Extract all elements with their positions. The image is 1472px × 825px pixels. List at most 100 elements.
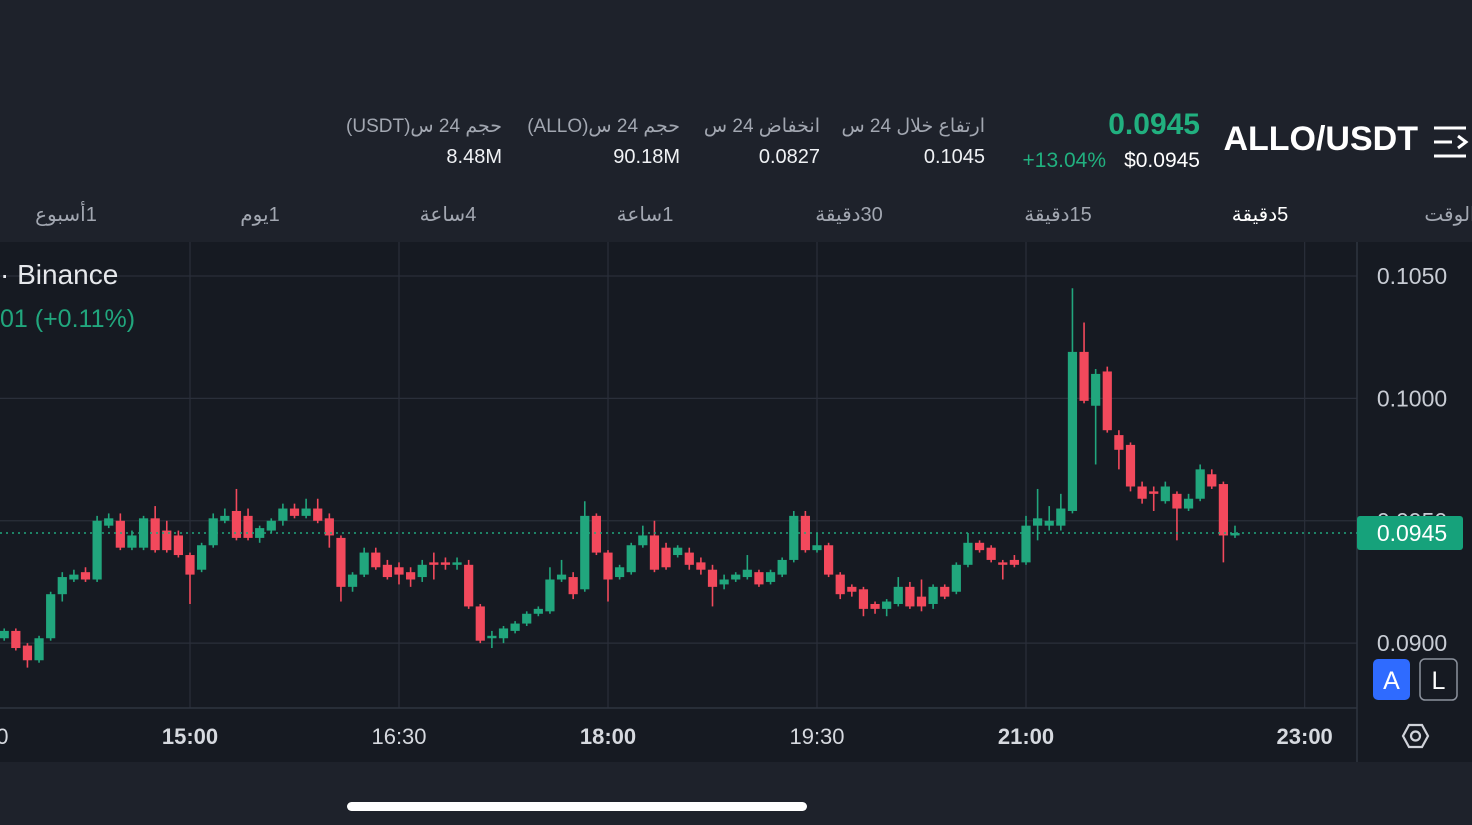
x-tick-label: 18:00 xyxy=(580,724,636,749)
candle-body xyxy=(92,520,102,580)
candle-body xyxy=(464,564,474,607)
timeframe-tab[interactable]: 4ساعة xyxy=(419,204,477,226)
candle-body xyxy=(278,508,288,521)
candle-body xyxy=(870,603,880,609)
stat-label: انخفاض 24 س xyxy=(703,116,820,137)
timeframe-tab[interactable]: الوقت xyxy=(1424,204,1472,226)
home-indicator xyxy=(347,802,807,811)
candle-body xyxy=(893,586,903,604)
candle-body xyxy=(394,567,404,575)
timeframe-tab[interactable]: 1ساعة xyxy=(616,204,674,226)
candle-body xyxy=(289,508,300,516)
candle-body xyxy=(46,594,56,639)
candle-body xyxy=(231,510,242,538)
candle-body xyxy=(440,562,451,565)
candle-body xyxy=(1033,518,1043,526)
price-usd: $0.0945 xyxy=(1124,149,1200,172)
candle-body xyxy=(591,515,601,553)
timeframe-tab[interactable]: 1أسبوع xyxy=(35,204,97,226)
candle-body xyxy=(916,596,927,607)
candle-body xyxy=(452,562,462,565)
candle-body xyxy=(22,645,33,661)
candle-body xyxy=(626,545,636,573)
candle-body xyxy=(1218,484,1228,536)
x-tick-label: 13:30 xyxy=(0,724,9,749)
toggle-button-label[interactable]: A xyxy=(1383,667,1400,695)
candle-body xyxy=(974,542,985,551)
candle-body xyxy=(951,564,961,592)
change-label: 01 (+0.11%) xyxy=(0,305,135,333)
candle-body xyxy=(824,545,834,575)
candle-body xyxy=(406,572,416,580)
price: 0.0945 xyxy=(1108,108,1200,141)
candle-body xyxy=(1021,525,1031,563)
candle-body xyxy=(347,574,358,587)
candle-body xyxy=(359,552,369,575)
candle-body xyxy=(1091,373,1101,406)
candle-body xyxy=(673,547,683,556)
candle-body xyxy=(1137,486,1147,499)
candle-body xyxy=(104,518,114,526)
candle-body xyxy=(556,574,567,580)
candle-body xyxy=(336,537,346,587)
candle-body xyxy=(69,574,79,580)
timeframe-tab[interactable]: 15دقيقة xyxy=(1024,204,1092,226)
candle-body xyxy=(754,572,764,585)
settings-icon[interactable] xyxy=(1401,723,1430,749)
candle-body xyxy=(858,589,869,609)
candle-body xyxy=(545,579,555,612)
candle-body xyxy=(615,567,625,578)
candle-body xyxy=(649,535,660,570)
candle-body xyxy=(1114,435,1124,450)
candle-body xyxy=(1125,444,1136,487)
candle-body xyxy=(266,520,276,531)
toggle-button-label[interactable]: L xyxy=(1432,667,1446,695)
x-tick-label: 16:30 xyxy=(371,724,426,749)
x-tick-label: 15:00 xyxy=(162,724,218,749)
stat-label: ارتفاع خلال 24 س xyxy=(841,116,985,137)
candle-body xyxy=(301,508,311,516)
candle-body xyxy=(1067,351,1078,511)
candle-body xyxy=(522,613,532,624)
stat-label: حجم 24 س(USDT) xyxy=(346,116,502,137)
candle-body xyxy=(812,545,822,551)
stat-value: 90.18M xyxy=(613,146,680,168)
candle-body xyxy=(638,535,648,546)
candle-body xyxy=(115,520,125,548)
toggle-button[interactable] xyxy=(1419,658,1458,701)
timeframe-tab[interactable]: 30دقيقة xyxy=(815,204,883,226)
timeframe-tab[interactable]: 5دقيقة xyxy=(1231,204,1289,226)
candle-body xyxy=(789,515,799,560)
candle-body xyxy=(684,552,694,565)
candle-body xyxy=(940,586,950,597)
candle-body xyxy=(138,518,149,548)
candle-body xyxy=(243,515,253,538)
candle-body xyxy=(510,623,520,631)
toggle-button[interactable] xyxy=(1373,659,1410,700)
candle-body xyxy=(1195,469,1205,499)
timeframe-tab[interactable]: 1يوم xyxy=(240,204,280,226)
candle-body xyxy=(220,515,230,521)
candle-body xyxy=(1207,474,1217,487)
menu-icon[interactable] xyxy=(1434,126,1469,158)
stat-value: 0.1045 xyxy=(923,146,985,168)
last-price-box xyxy=(1357,516,1463,551)
candle-body xyxy=(197,545,207,570)
candle-body xyxy=(661,547,671,568)
candle-body xyxy=(765,572,776,582)
candle-body xyxy=(1056,508,1066,526)
candle-body xyxy=(150,518,160,551)
candle-body xyxy=(162,530,172,551)
candle-body xyxy=(835,574,845,595)
candle-body xyxy=(429,562,439,565)
plot xyxy=(0,242,1357,708)
candle-body xyxy=(696,562,706,570)
y-tick-label: 0.1000 xyxy=(1377,385,1447,411)
candle-body xyxy=(742,569,752,578)
candle-body xyxy=(986,547,996,560)
stat-label: حجم 24 س(ALLO) xyxy=(527,116,680,137)
candle-body xyxy=(11,630,21,649)
candle-body xyxy=(382,564,392,578)
chart-bg xyxy=(0,242,1472,762)
candle-body xyxy=(1102,371,1112,431)
